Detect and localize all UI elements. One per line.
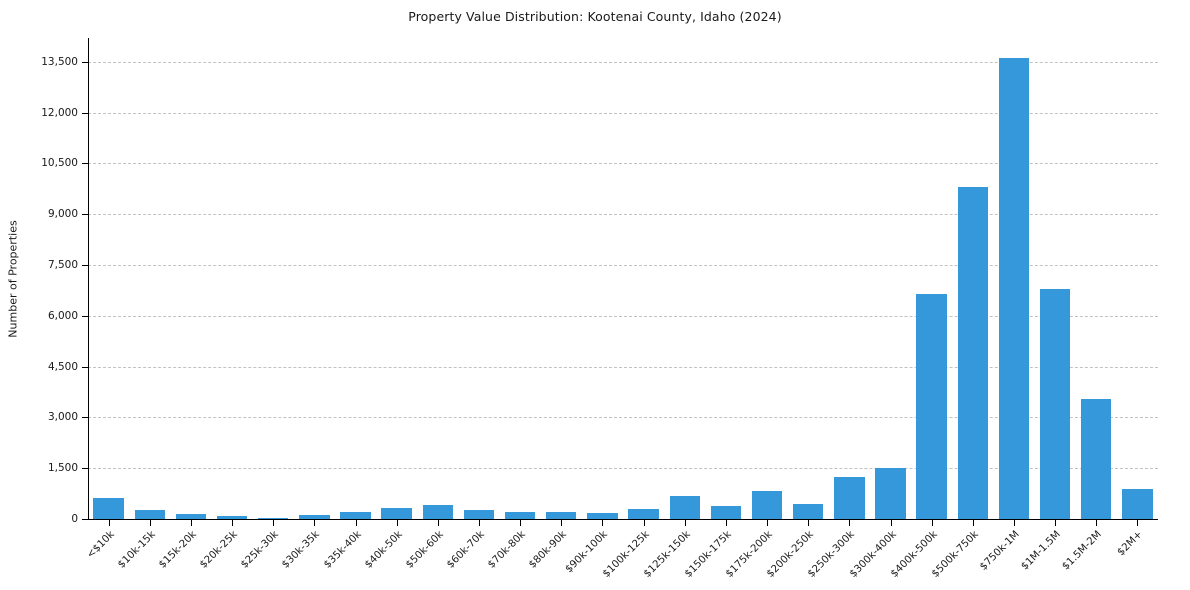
x-tick-mark [767, 520, 769, 526]
bar[interactable] [998, 58, 1030, 519]
bar[interactable] [1081, 398, 1112, 519]
bar[interactable] [299, 514, 330, 519]
x-tick-mark [890, 520, 892, 526]
gridline [88, 163, 1158, 165]
x-tick-mark [972, 520, 974, 526]
x-tick-mark [1055, 520, 1057, 526]
bar[interactable] [834, 476, 865, 519]
bar[interactable] [381, 507, 412, 519]
bar[interactable] [546, 511, 577, 519]
x-tick-mark [1096, 520, 1098, 526]
x-tick-mark [520, 520, 522, 526]
x-tick-mark [108, 520, 110, 526]
y-tick-label: 6,000 [47, 309, 78, 322]
x-tick-mark [808, 520, 810, 526]
y-tick-label: 0 [71, 513, 78, 525]
gridline [88, 112, 1158, 114]
bar[interactable] [257, 517, 289, 519]
y-tick-label: 7,500 [47, 258, 78, 271]
y-tick-label: 9,000 [47, 208, 78, 221]
bar[interactable] [792, 504, 824, 519]
gridline [88, 366, 1158, 368]
x-tick-mark [684, 520, 686, 526]
y-axis-label: Number of Properties [6, 220, 20, 338]
plot-area [88, 38, 1158, 519]
x-tick-mark [725, 520, 727, 526]
gridline [88, 61, 1158, 63]
x-tick-mark [190, 520, 192, 526]
y-tick-label: 12,000 [41, 106, 78, 119]
y-tick-mark [82, 163, 88, 165]
x-tick-mark [643, 520, 645, 526]
x-axis-spine [88, 519, 1158, 521]
bar[interactable] [1039, 288, 1071, 519]
x-tick-mark [849, 520, 851, 526]
chart-title: Property Value Distribution: Kootenai Co… [408, 9, 782, 24]
bar[interactable] [175, 513, 207, 519]
x-tick-mark [602, 520, 604, 526]
bar[interactable] [216, 515, 248, 519]
bar[interactable] [669, 496, 700, 519]
bar[interactable] [875, 467, 906, 519]
gridline [88, 417, 1158, 419]
y-tick-label: 4,500 [47, 360, 78, 373]
gridline [88, 264, 1158, 266]
bar[interactable] [463, 509, 495, 519]
x-tick-mark [232, 520, 234, 526]
bar[interactable] [1122, 489, 1153, 519]
y-tick-label: 13,500 [41, 55, 78, 68]
y-axis-spine [88, 38, 89, 520]
bar[interactable] [340, 511, 371, 519]
gridline [88, 468, 1158, 470]
y-tick-mark [82, 468, 88, 470]
x-tick-mark [149, 520, 151, 526]
x-tick-mark [314, 520, 316, 526]
bar[interactable] [628, 509, 659, 519]
plot-background [88, 38, 1158, 519]
bar[interactable] [916, 293, 947, 519]
y-tick-mark [82, 214, 88, 216]
bar[interactable] [587, 512, 618, 519]
gridline [88, 315, 1158, 317]
bar[interactable] [422, 504, 454, 519]
bar[interactable] [134, 509, 165, 519]
x-tick-mark [931, 520, 933, 526]
x-tick-mark [437, 520, 439, 526]
bar[interactable] [93, 498, 124, 519]
bar[interactable] [957, 187, 989, 519]
x-tick-mark [478, 520, 480, 526]
y-tick-mark [82, 264, 88, 266]
y-tick-mark [82, 315, 88, 317]
bar[interactable] [710, 505, 742, 519]
y-tick-label: 3,000 [47, 411, 78, 424]
x-tick-mark [355, 520, 357, 526]
x-tick-mark [1137, 520, 1139, 526]
bar[interactable] [504, 511, 536, 519]
y-tick-mark [82, 61, 88, 63]
y-tick-mark [82, 366, 88, 368]
y-tick-mark [82, 519, 88, 520]
x-tick-mark [1013, 520, 1015, 526]
x-tick-mark [561, 520, 563, 526]
y-tick-label: 10,500 [41, 157, 78, 170]
y-tick-mark [82, 112, 88, 114]
bar[interactable] [751, 490, 783, 519]
x-tick-mark [273, 520, 275, 526]
y-tick-label: 1,500 [47, 462, 78, 475]
y-tick-mark [82, 417, 88, 419]
gridline [88, 214, 1158, 216]
x-tick-mark [396, 520, 398, 526]
